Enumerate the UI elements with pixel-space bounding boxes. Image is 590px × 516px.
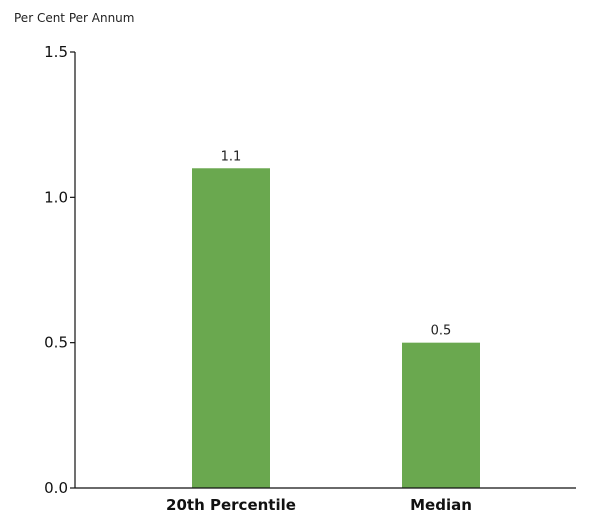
bar: [402, 342, 480, 488]
bar-value-label: 0.5: [431, 324, 452, 339]
y-axis-title: Per Cent Per Annum: [14, 11, 134, 25]
bars-group: [192, 168, 480, 488]
y-tick-label: 1.5: [44, 43, 68, 61]
category-label: Median: [410, 496, 472, 514]
bar-value-label: 1.1: [221, 149, 242, 164]
data-labels-group: 1.1 0.5: [221, 149, 452, 338]
bar: [192, 168, 270, 488]
y-tick-label: 0.0: [44, 479, 68, 497]
y-tick-label: 0.5: [44, 334, 68, 352]
category-label: 20th Percentile: [166, 496, 296, 514]
y-tick-label: 1.0: [44, 188, 68, 206]
category-labels-group: 20th Percentile Median: [166, 496, 472, 514]
y-axis-ticks: 0.0 0.5 1.0 1.5: [44, 43, 75, 497]
